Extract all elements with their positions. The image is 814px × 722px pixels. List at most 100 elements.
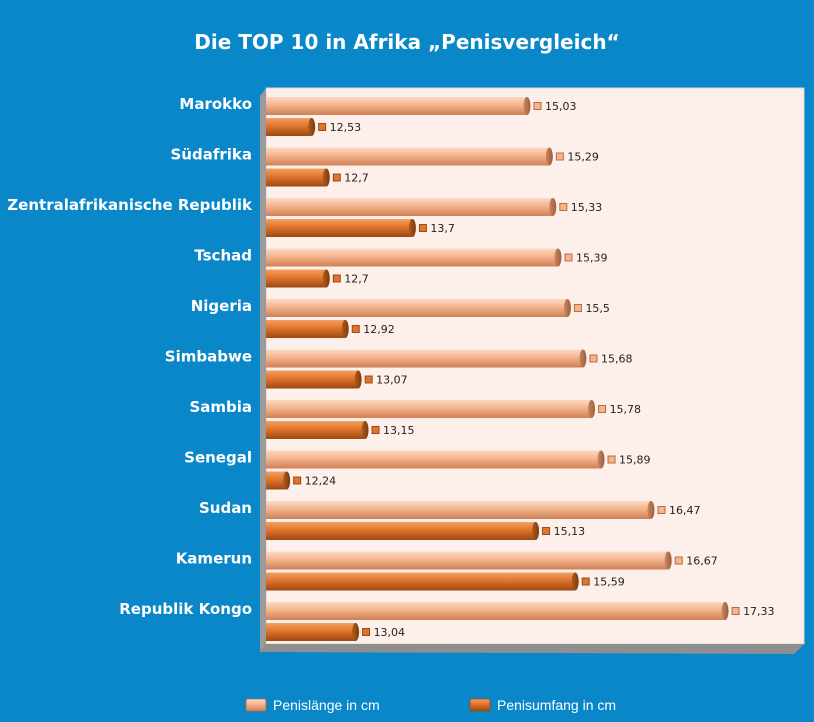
bar — [266, 97, 527, 115]
bar-cap — [352, 623, 360, 641]
data-label: 15,78 — [610, 403, 642, 416]
data-label: 16,67 — [686, 555, 718, 568]
category-label: Republik Kongo — [119, 600, 252, 618]
bar — [266, 248, 558, 267]
bar-cap — [341, 320, 349, 338]
data-label: 15,33 — [571, 201, 603, 214]
category-label: Zentralafrikanische Republik — [7, 196, 253, 214]
bar — [266, 400, 592, 418]
data-label-marker — [332, 173, 341, 182]
data-label-marker — [564, 253, 573, 262]
legend-swatch — [469, 698, 491, 712]
data-label: 15,13 — [554, 525, 586, 538]
data-label-marker — [657, 506, 666, 514]
data-label-marker — [674, 556, 683, 565]
bar — [266, 118, 312, 136]
data-label: 13,04 — [374, 626, 406, 639]
data-label: 13,07 — [376, 374, 408, 387]
data-label-marker — [573, 304, 582, 312]
bar — [266, 450, 602, 469]
chart-title: Die TOP 10 in Afrika „Penisvergleich“ — [194, 30, 620, 54]
data-label: 15,5 — [585, 302, 610, 315]
data-label: 15,89 — [619, 454, 651, 467]
category-label: Südafrika — [170, 146, 252, 164]
bar — [266, 198, 553, 216]
bar-cap — [597, 450, 605, 469]
bar — [266, 572, 576, 591]
data-label-marker — [293, 476, 302, 485]
category-label: Tschad — [194, 247, 252, 265]
bar — [266, 320, 346, 338]
bar-cap — [588, 400, 596, 418]
plot-left-wall — [260, 88, 266, 652]
bar-cap — [523, 97, 531, 115]
data-label-marker — [362, 628, 371, 636]
data-label: 12,24 — [305, 475, 337, 488]
data-label-marker — [364, 375, 373, 384]
data-label: 15,59 — [593, 576, 625, 589]
data-label-marker — [598, 405, 607, 413]
category-label: Simbabwe — [165, 348, 252, 366]
data-label-marker — [351, 325, 360, 333]
category-label: Marokko — [179, 95, 252, 113]
bar — [266, 370, 359, 389]
bar — [266, 421, 366, 439]
bar-cap — [322, 168, 330, 187]
bar — [266, 219, 413, 237]
bar-cap — [532, 522, 540, 540]
bar-cap — [579, 349, 587, 368]
bar — [266, 269, 327, 288]
plot-floor — [260, 644, 804, 654]
bar-cap — [554, 248, 562, 267]
bar — [266, 602, 726, 620]
data-label-marker — [418, 224, 427, 232]
data-label: 12,7 — [344, 172, 369, 185]
bar — [266, 299, 568, 317]
bar — [266, 551, 669, 570]
category-label: Senegal — [184, 449, 252, 467]
data-label: 15,39 — [576, 252, 608, 265]
bar-cap — [361, 421, 369, 439]
data-label: 15,68 — [601, 353, 633, 366]
data-label-marker — [555, 152, 564, 161]
data-label: 12,7 — [344, 273, 369, 286]
category-label: Kamerun — [176, 550, 252, 568]
data-label-marker — [318, 123, 327, 131]
bar — [266, 168, 327, 187]
bar-cap — [721, 602, 729, 620]
data-label: 15,03 — [545, 100, 577, 113]
legend-label: Penisumfang in cm — [497, 697, 616, 713]
data-label: 16,47 — [669, 504, 701, 517]
data-label: 15,29 — [567, 151, 599, 164]
category-label: Sambia — [189, 398, 252, 416]
bar — [266, 501, 651, 519]
legend-swatch — [245, 698, 267, 712]
data-label: 12,53 — [330, 121, 362, 134]
data-label-marker — [589, 354, 598, 363]
category-label: Sudan — [199, 499, 252, 517]
bar-cap — [549, 198, 557, 216]
bar — [266, 623, 356, 641]
data-label: 13,15 — [383, 424, 415, 437]
bar — [266, 147, 550, 166]
bar-cap — [571, 572, 579, 591]
data-label-marker — [581, 577, 590, 586]
bar — [266, 349, 583, 368]
data-label-marker — [607, 455, 616, 464]
data-label-marker — [559, 203, 568, 211]
bar-cap — [308, 118, 316, 136]
category-label: Nigeria — [191, 297, 252, 315]
bar-cap — [647, 501, 655, 519]
data-label-marker — [371, 426, 380, 434]
data-label-marker — [332, 274, 341, 283]
bar-cap — [322, 269, 330, 288]
bar-cap — [408, 219, 416, 237]
bar-cap — [545, 147, 553, 166]
legend-label: Penislänge in cm — [273, 697, 380, 713]
data-label: 12,92 — [363, 323, 395, 336]
bar-cap — [664, 551, 672, 570]
bar-cap — [283, 471, 291, 490]
bar-cap — [354, 370, 362, 389]
bar — [266, 522, 536, 540]
